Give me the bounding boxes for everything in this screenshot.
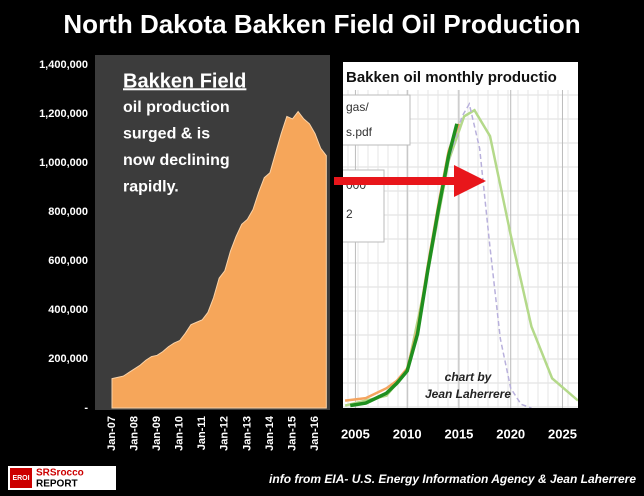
y-tick-label: 1,400,000 bbox=[39, 59, 88, 71]
page-title: North Dakota Bakken Field Oil Production bbox=[63, 9, 580, 39]
annotation-line: now declining bbox=[123, 152, 230, 169]
y-tick-label: - bbox=[84, 402, 88, 414]
x-tick-label: Jan-16 bbox=[309, 416, 321, 451]
x-tick-label: 2005 bbox=[341, 426, 370, 441]
logo-badge: EROI bbox=[12, 475, 29, 482]
y-tick-label: 200,000 bbox=[48, 353, 88, 365]
y-tick-label: 400,000 bbox=[48, 304, 88, 316]
credit: Jean Laherrere bbox=[425, 387, 511, 401]
annotation-line: surged & is bbox=[123, 126, 210, 143]
x-tick-label: 2025 bbox=[548, 426, 577, 441]
annotation-line: rapidly. bbox=[123, 179, 179, 196]
x-tick-label: Jan-12 bbox=[219, 416, 231, 451]
x-tick-label: Jan-10 bbox=[174, 416, 186, 451]
x-tick-label: 2015 bbox=[444, 426, 473, 441]
text-fragment: 2 bbox=[346, 207, 353, 221]
annotation-line: oil production bbox=[123, 99, 230, 116]
series-line bbox=[447, 102, 532, 408]
x-tick-label: Jan-07 bbox=[106, 416, 118, 451]
source-note: info from EIA- U.S. Energy Information A… bbox=[269, 472, 636, 486]
logo-top: SRSrocco bbox=[36, 468, 84, 479]
y-tick-label: 1,200,000 bbox=[39, 108, 88, 120]
x-tick-label: Jan-11 bbox=[196, 416, 208, 450]
x-tick-label: Jan-13 bbox=[241, 416, 253, 451]
x-tick-label: Jan-14 bbox=[264, 415, 276, 451]
x-tick-label: Jan-15 bbox=[286, 416, 298, 451]
y-tick-label: 600,000 bbox=[48, 255, 88, 267]
y-tick-label: 800,000 bbox=[48, 206, 88, 218]
legend-box bbox=[343, 94, 411, 146]
text-fragment: s.pdf bbox=[346, 125, 373, 139]
y-tick-label: 1,000,000 bbox=[39, 157, 88, 169]
text-fragment: gas/ bbox=[346, 100, 369, 114]
x-tick-label: 2010 bbox=[393, 426, 422, 441]
area bbox=[111, 110, 327, 409]
x-tick-label: Jan-09 bbox=[151, 416, 163, 451]
panel-title: Bakken oil monthly productio bbox=[346, 69, 557, 86]
credit: chart by bbox=[445, 370, 493, 384]
x-tick-label: 2020 bbox=[496, 426, 525, 441]
right-chart: Bakken oil monthly productiogas/s.pdf000… bbox=[343, 62, 578, 408]
x-tick-label: Jan-08 bbox=[128, 416, 140, 451]
logo-badge-bg bbox=[10, 468, 32, 488]
logo-bottom: REPORT bbox=[36, 479, 78, 490]
annotation-heading: Bakken Field bbox=[123, 70, 246, 92]
